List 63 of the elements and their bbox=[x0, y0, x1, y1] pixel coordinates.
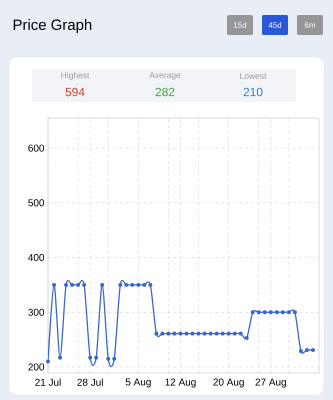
point bbox=[274, 310, 279, 314]
x-tick-label: 5 Aug bbox=[126, 378, 151, 388]
point bbox=[100, 282, 104, 287]
x-tick-label: 21 Jul bbox=[35, 378, 61, 386]
point bbox=[226, 332, 231, 336]
x-tick-label: 20 Aug bbox=[213, 378, 244, 388]
text: 210 bbox=[244, 88, 263, 96]
point bbox=[178, 332, 182, 336]
point bbox=[268, 310, 273, 314]
point bbox=[46, 360, 50, 364]
y-tick-label: 300 bbox=[28, 308, 44, 316]
point bbox=[202, 332, 207, 336]
chart-title: Price Graph bbox=[14, 19, 92, 33]
point bbox=[286, 310, 291, 314]
point bbox=[106, 356, 110, 361]
x-tick-label: 28 Jul bbox=[77, 378, 103, 386]
y-tick-label: 400 bbox=[28, 254, 44, 262]
point bbox=[298, 349, 303, 354]
y-tick-label: 600 bbox=[28, 144, 44, 152]
text: Lowest bbox=[240, 73, 266, 79]
point bbox=[184, 332, 188, 336]
y-tick-label: 500 bbox=[28, 199, 44, 206]
point bbox=[280, 310, 285, 314]
point bbox=[292, 310, 297, 314]
point bbox=[154, 332, 158, 336]
point bbox=[232, 332, 237, 336]
point bbox=[52, 282, 56, 287]
point bbox=[220, 332, 225, 336]
point bbox=[214, 332, 219, 336]
point bbox=[64, 282, 68, 287]
point bbox=[238, 332, 243, 336]
point bbox=[112, 356, 116, 361]
point bbox=[166, 332, 170, 336]
point bbox=[250, 310, 255, 314]
point bbox=[58, 356, 62, 360]
point bbox=[190, 332, 194, 336]
point bbox=[196, 332, 201, 336]
text: Average bbox=[149, 72, 180, 80]
y-tick-label: 200 bbox=[28, 363, 44, 371]
point bbox=[160, 332, 164, 336]
point bbox=[208, 332, 213, 336]
point bbox=[82, 282, 86, 287]
point bbox=[244, 336, 249, 340]
point bbox=[305, 348, 309, 352]
point bbox=[256, 310, 261, 314]
point bbox=[70, 282, 74, 287]
point bbox=[130, 282, 134, 287]
text: 594 bbox=[66, 88, 85, 96]
point bbox=[142, 282, 146, 287]
x-tick-label: 12 Aug bbox=[165, 378, 196, 388]
point bbox=[172, 332, 176, 336]
point bbox=[88, 356, 92, 360]
point bbox=[124, 282, 128, 287]
point bbox=[76, 282, 80, 287]
point bbox=[136, 282, 140, 287]
text: Highest bbox=[61, 72, 90, 80]
text: 282 bbox=[156, 88, 174, 96]
point bbox=[118, 282, 122, 287]
point bbox=[94, 356, 98, 360]
point bbox=[311, 348, 315, 352]
point bbox=[262, 310, 267, 314]
x-tick-label: 27 Aug bbox=[256, 378, 286, 388]
point bbox=[148, 282, 152, 287]
